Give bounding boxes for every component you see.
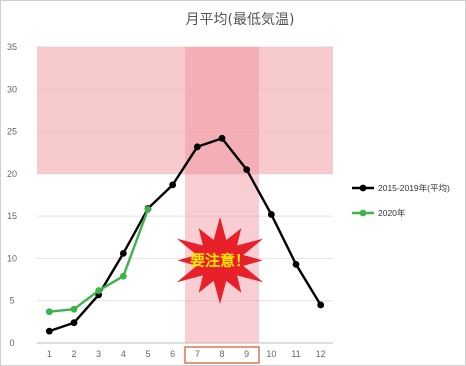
y-tick-label-30: 30 (7, 84, 17, 94)
series-2-point-2 (70, 305, 78, 313)
x-tick-label-2: 2 (71, 349, 76, 359)
legend-marker-2 (359, 209, 367, 217)
series-1-point-6 (169, 181, 177, 189)
caution-callout: 要注意！ (176, 216, 264, 305)
y-tick-label-5: 5 (9, 296, 14, 306)
series-1-point-1 (45, 327, 53, 335)
data-series (45, 134, 325, 335)
series-2-point-5 (144, 205, 152, 213)
legend: 2015-2019年(平均) 2020年 (352, 183, 450, 218)
series-2 (45, 205, 152, 316)
series-1 (45, 134, 325, 335)
callout-text: 要注意！ (190, 251, 250, 269)
legend-label-1: 2015-2019年(平均) (378, 183, 450, 193)
legend-label-2: 2020年 (378, 208, 406, 218)
series-1-point-2 (70, 319, 78, 327)
x-tick-label-6: 6 (170, 349, 175, 359)
highlight-month-box (184, 346, 260, 364)
callout-burst-shape (176, 216, 264, 305)
temperature-band-20-35 (37, 47, 333, 174)
y-tick-label-35: 35 (7, 42, 17, 52)
x-tick-label-4: 4 (121, 349, 126, 359)
y-tick-label-0: 0 (9, 338, 14, 348)
y-tick-label-25: 25 (7, 127, 17, 137)
x-tick-label-11: 11 (291, 349, 300, 359)
series-1-point-11 (292, 260, 300, 268)
y-tick-label-20: 20 (7, 169, 17, 179)
chart-title: 月平均(最低気温) (186, 12, 295, 28)
x-tick-label-1: 1 (47, 349, 52, 359)
highlight-bands (37, 47, 333, 343)
series-1-point-10 (267, 211, 275, 218)
y-tick-label-10: 10 (7, 253, 17, 263)
x-tick-label-8: 8 (219, 349, 224, 359)
series-1-line (48, 137, 322, 333)
month-band-7-9 (185, 47, 259, 343)
series-1-point-4 (119, 249, 127, 257)
x-tick-label-12: 12 (316, 349, 326, 359)
x-tick-label-5: 5 (145, 349, 150, 359)
series-1-point-8 (218, 134, 226, 142)
series-1-point-9 (243, 166, 251, 174)
series-1-point-12 (317, 301, 325, 309)
x-tick-label-3: 3 (96, 349, 101, 359)
legend-marker-1 (359, 184, 367, 192)
series-2-point-1 (45, 308, 53, 316)
x-tick-label-10: 10 (266, 349, 276, 359)
x-tick-label-9: 9 (244, 349, 249, 359)
x-tick-label-7: 7 (195, 349, 200, 359)
series-2-point-3 (95, 287, 103, 294)
series-1-point-7 (193, 143, 201, 151)
y-tick-label-15: 15 (7, 211, 17, 221)
series-2-point-4 (119, 272, 127, 280)
